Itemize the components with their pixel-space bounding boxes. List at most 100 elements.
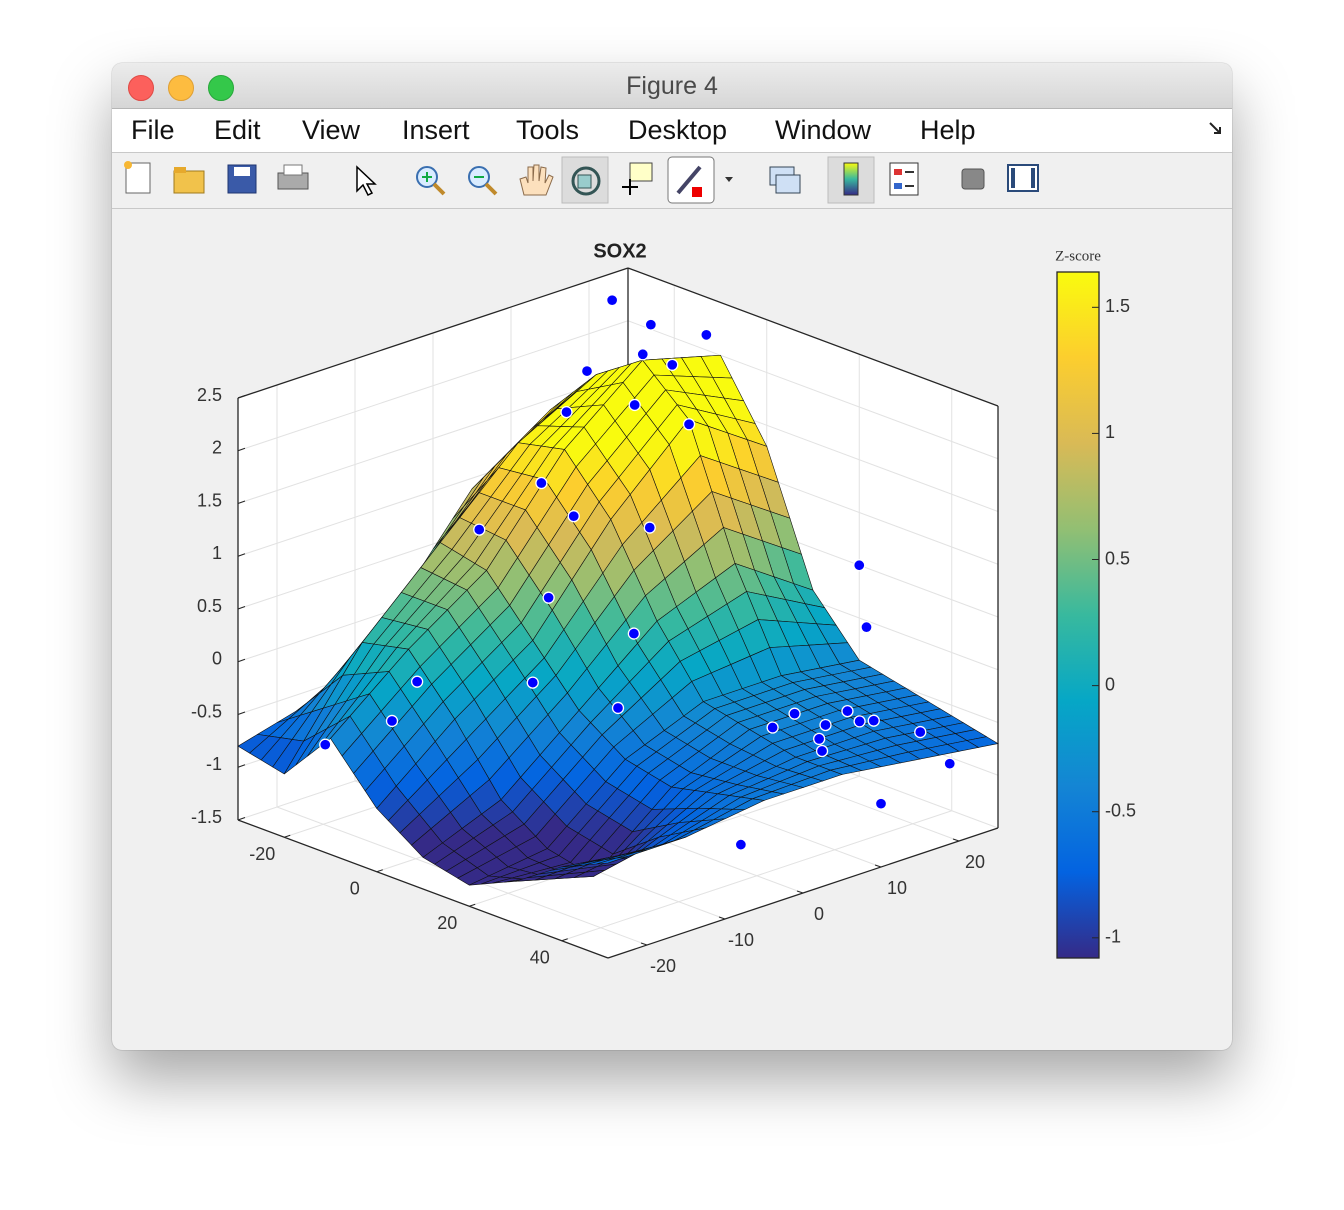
z-tick	[237, 658, 246, 663]
x-tick-label: -20	[249, 844, 275, 864]
menu-item[interactable]: File	[131, 115, 175, 145]
menu-item[interactable]: Edit	[214, 115, 261, 145]
z-tick-label: 1.5	[197, 490, 222, 510]
y-tick-label: -20	[650, 956, 676, 976]
colorbar-tick-label: 1.5	[1105, 296, 1130, 316]
scatter-point	[813, 732, 826, 746]
scatter-point	[385, 714, 399, 728]
zoom-button[interactable]	[208, 75, 234, 101]
zoom-in-icon[interactable]	[416, 166, 446, 196]
scatter-point	[535, 476, 548, 490]
x-tick	[469, 903, 476, 907]
z-tick	[237, 711, 246, 715]
minimize-button[interactable]	[168, 75, 194, 101]
scatter-point	[943, 757, 956, 770]
colorbar-icon[interactable]	[827, 156, 875, 204]
scatter-point	[643, 521, 656, 534]
menu-item[interactable]: Help	[920, 115, 976, 145]
surface-patch	[596, 856, 628, 865]
colorbar-tick-label: 0	[1105, 674, 1115, 694]
scatter-point	[627, 627, 641, 640]
menu-item[interactable]: Window	[775, 115, 872, 145]
scatter-point	[560, 405, 573, 419]
y-tick-label: 10	[887, 878, 907, 898]
colorbar	[1056, 271, 1100, 959]
axis-line	[237, 819, 609, 959]
axis-line	[607, 827, 999, 959]
scatter-point	[410, 675, 424, 688]
menu-item[interactable]: Desktop	[628, 115, 728, 145]
scatter-point	[867, 714, 880, 727]
pan-icon[interactable]	[519, 164, 554, 196]
x-tick	[284, 834, 291, 838]
dock-arrow[interactable]	[1208, 121, 1224, 137]
x-tick-label: 0	[350, 879, 360, 899]
y-tick-label: -10	[728, 930, 754, 950]
new-icon[interactable]	[124, 161, 151, 194]
menu-item[interactable]: Tools	[516, 115, 580, 145]
link-icon[interactable]	[769, 166, 801, 194]
x-tick-label: 40	[530, 948, 550, 968]
axis-line	[627, 267, 999, 407]
zoom-out-icon[interactable]	[468, 166, 498, 196]
scatter-point	[819, 718, 832, 732]
z-tick-label: -0.5	[191, 701, 222, 721]
scatter-point	[636, 348, 649, 361]
toolbar-icons	[124, 156, 1039, 204]
print-icon[interactable]	[277, 164, 309, 190]
axis-line	[237, 267, 629, 399]
z-tick-label: 0	[212, 649, 222, 669]
z-tick	[237, 606, 246, 610]
save-icon[interactable]	[227, 164, 257, 194]
z-tick-label: -1.5	[191, 807, 222, 827]
x-tick	[376, 869, 383, 873]
scatter-point	[567, 510, 580, 523]
menu-item[interactable]: Insert	[402, 115, 470, 145]
rotate-icon[interactable]	[561, 156, 609, 204]
y-tick-label: 0	[814, 904, 824, 924]
scatter-point	[914, 725, 927, 739]
hide-tools-icon[interactable]	[961, 168, 985, 190]
scatter-point	[628, 398, 641, 412]
brush-icon[interactable]	[667, 156, 733, 204]
z-tick	[237, 500, 246, 504]
z-tick	[237, 764, 246, 768]
scatter-point	[766, 721, 779, 734]
scatter-point	[734, 838, 748, 851]
scatter-point	[700, 328, 713, 342]
scatter-point	[526, 676, 539, 689]
scatter-point	[319, 738, 332, 751]
scatter-point	[611, 701, 625, 715]
y-tick-label: 20	[965, 852, 985, 872]
colorbar-tick-label: -1	[1105, 927, 1121, 947]
scatter-point	[682, 418, 696, 431]
z-tick-label: 1	[212, 543, 222, 563]
colorbar-tick-label: -0.5	[1105, 800, 1136, 820]
scatter-point	[542, 591, 555, 604]
z-tick	[237, 553, 246, 557]
toolbar	[112, 153, 1232, 209]
grid-line	[627, 320, 999, 460]
scatter-point	[666, 358, 679, 371]
show-tools-icon[interactable]	[1007, 164, 1039, 192]
z-tick	[237, 447, 246, 452]
scatter-point	[860, 621, 873, 634]
colorbar-tick-label: 1	[1105, 422, 1115, 442]
close-button[interactable]	[128, 75, 154, 101]
open-icon[interactable]	[173, 167, 205, 194]
menu-bar: File Edit View Insert Tools Desktop Wind…	[112, 109, 1232, 153]
z-tick-label: 2.5	[197, 385, 222, 405]
colorbar-tick-label: 0.5	[1105, 548, 1130, 568]
scatter-point	[841, 704, 854, 718]
scatter-point	[874, 797, 888, 810]
menu-item[interactable]: View	[302, 115, 361, 145]
scatter-point	[815, 744, 829, 758]
legend-icon[interactable]	[889, 162, 919, 196]
chart-title: SOX2	[593, 240, 646, 262]
pointer-icon[interactable]	[356, 165, 377, 197]
x-tick	[561, 938, 568, 942]
datatip-icon[interactable]	[622, 162, 653, 195]
z-tick-label: -1	[206, 754, 222, 774]
z-tick-label: 2	[212, 438, 222, 458]
